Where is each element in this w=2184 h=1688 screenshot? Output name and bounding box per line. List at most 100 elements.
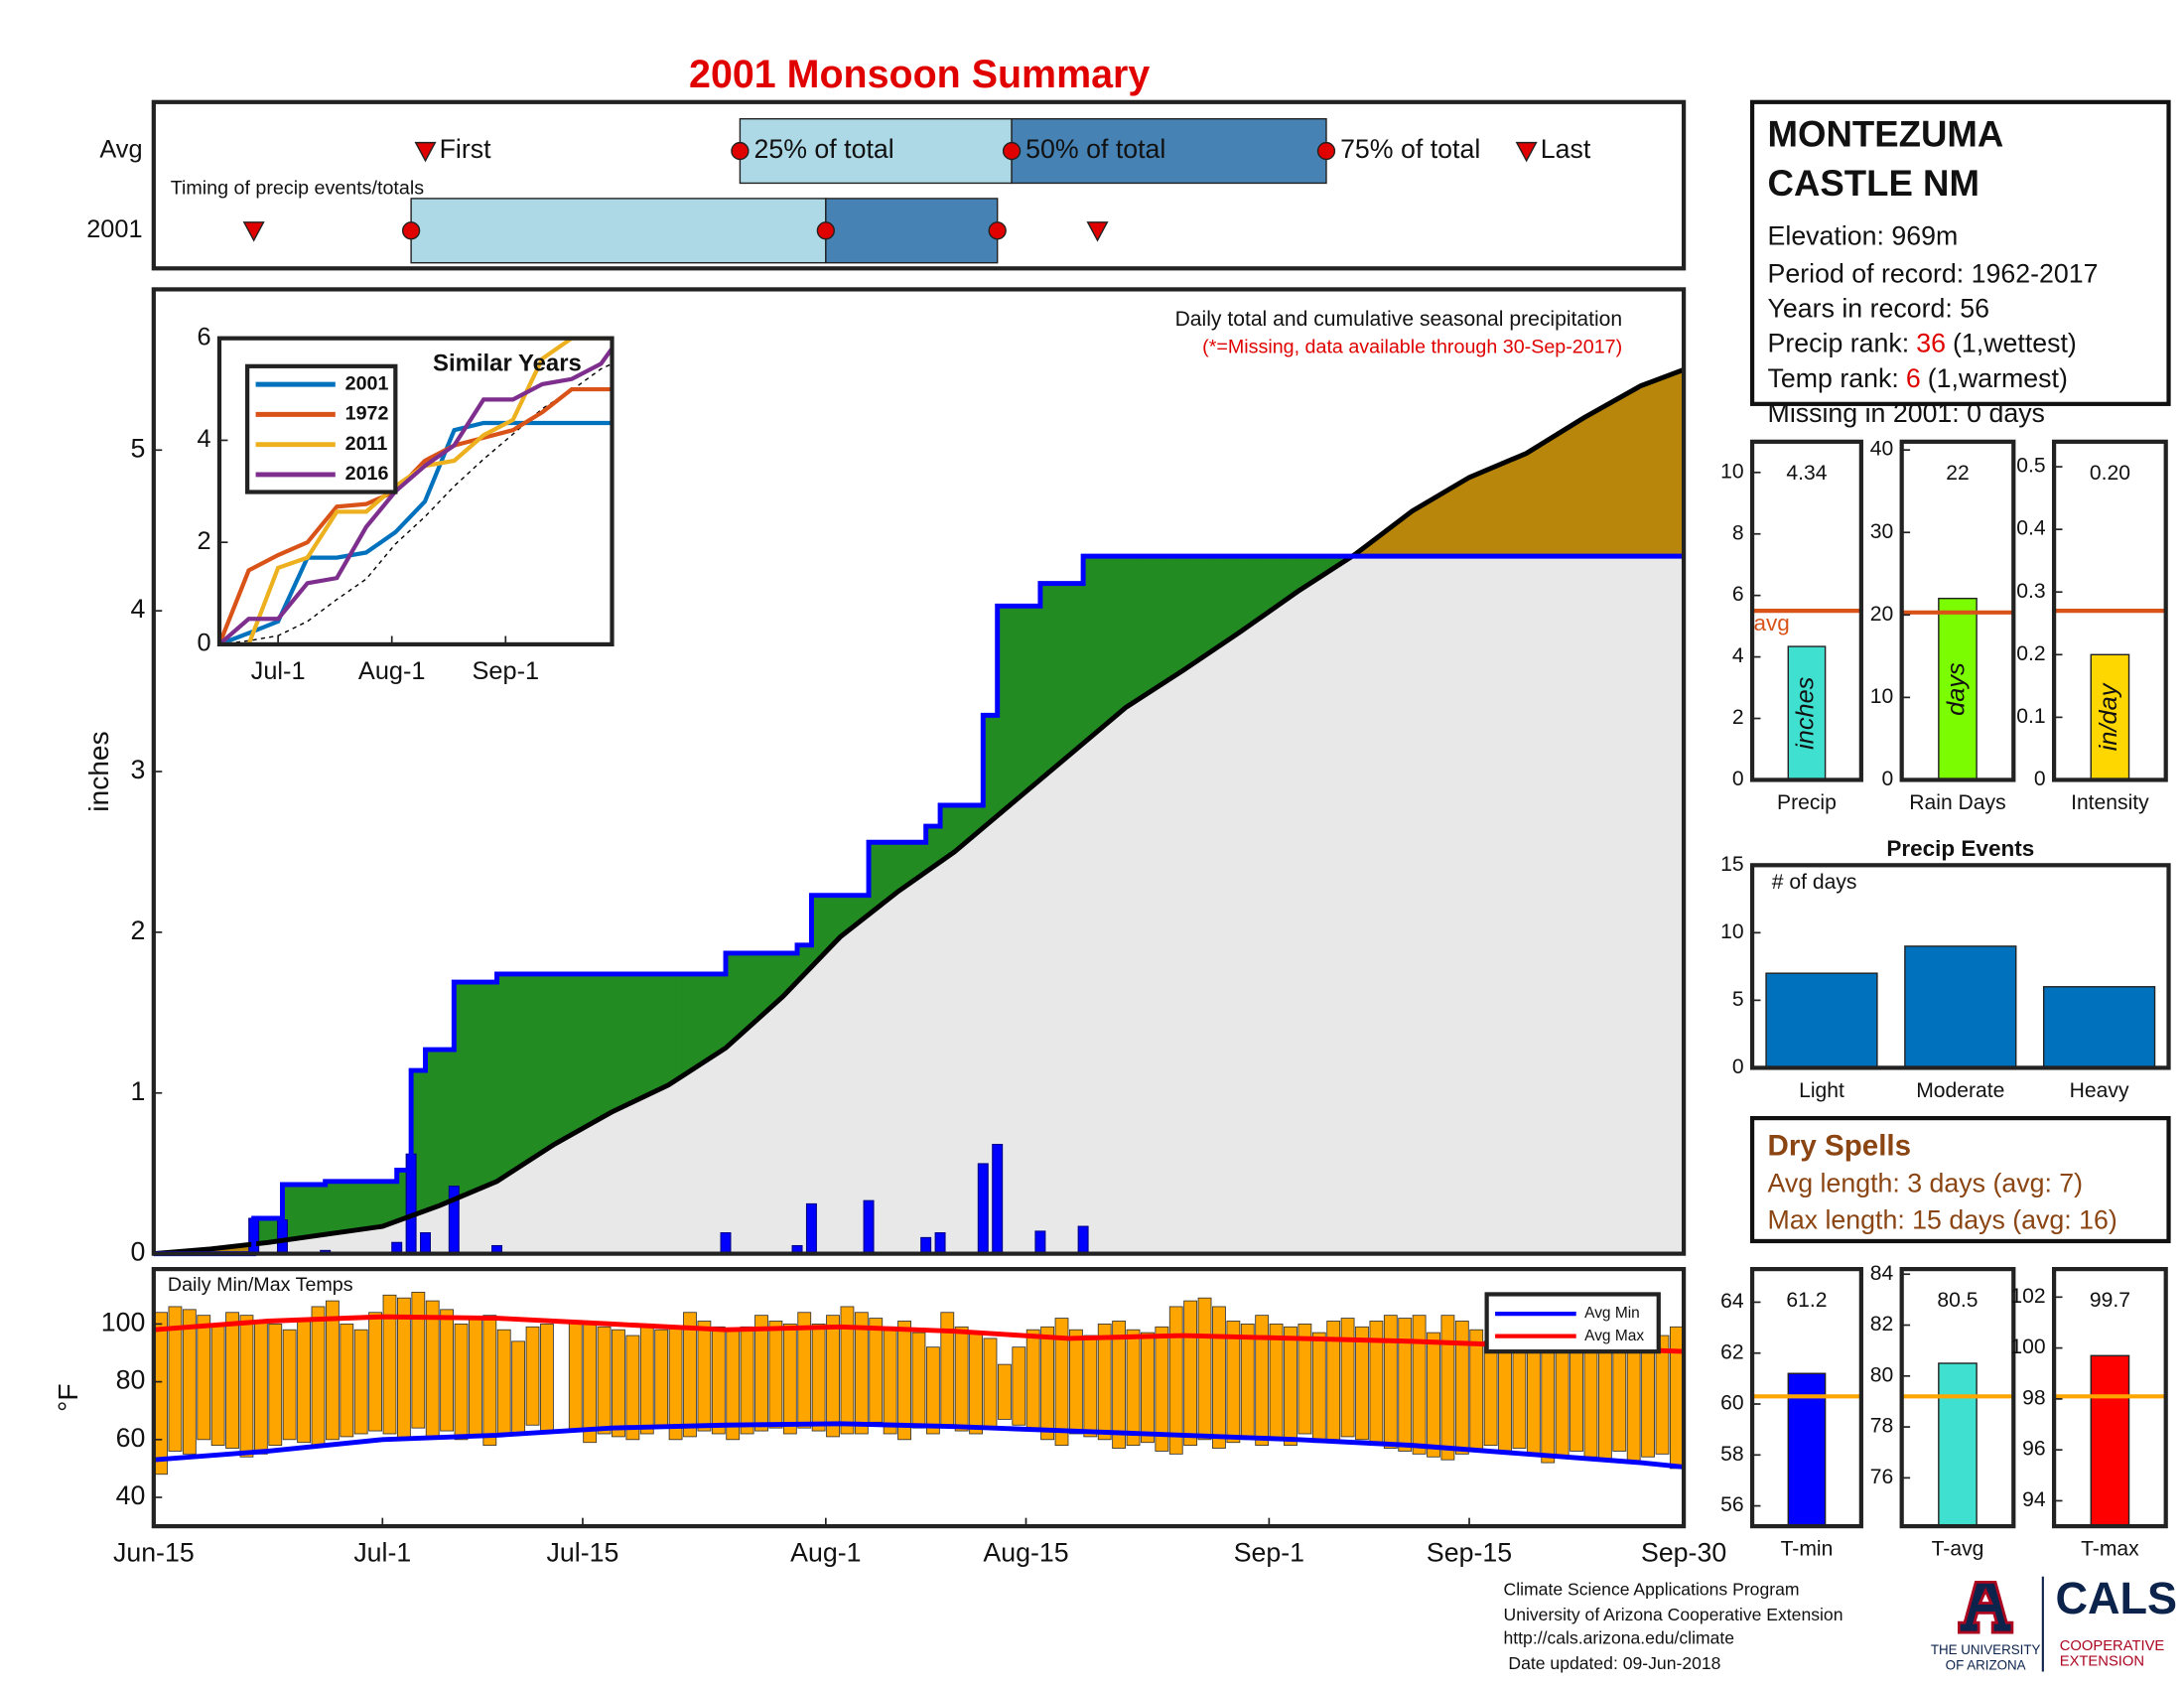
- above-average-fill: [510, 973, 519, 1171]
- below-average-fill: [1390, 524, 1399, 557]
- temp-range-bar: [911, 1332, 926, 1429]
- base-fill: [304, 1236, 312, 1254]
- daily-precip-bar: [920, 1236, 932, 1255]
- row-label: Avg: [99, 136, 142, 164]
- y-tick-label: 0.5: [2016, 455, 2045, 478]
- y-tick-label: 15: [1720, 853, 1743, 876]
- below-average-fill: [1419, 504, 1428, 557]
- temp-range-bar: [897, 1321, 911, 1441]
- below-average-fill: [239, 1245, 248, 1254]
- y-tick-label: 0: [2034, 768, 2046, 790]
- base-fill: [854, 922, 863, 1254]
- below-average-fill: [1398, 518, 1406, 557]
- above-average-fill: [911, 842, 920, 880]
- below-average-fill: [1461, 479, 1470, 557]
- base-fill: [1075, 746, 1084, 1254]
- rank-value: 6: [1906, 363, 1921, 393]
- base-fill: [468, 1192, 477, 1254]
- base-fill: [968, 836, 977, 1254]
- above-average-fill: [968, 805, 977, 837]
- temp-range-bar: [168, 1306, 183, 1452]
- temp-range-bar: [1583, 1340, 1598, 1458]
- base-fill: [617, 1107, 626, 1254]
- plot-border: [151, 1266, 1687, 1529]
- event-marker: [1086, 221, 1109, 242]
- above-average-fill: [797, 944, 805, 978]
- above-average-fill: [1140, 556, 1149, 696]
- university-logo: [1957, 1580, 2014, 1634]
- logo-text: EXTENSION: [2060, 1654, 2144, 1670]
- above-average-fill: [1226, 556, 1235, 639]
- above-average-fill: [1247, 556, 1256, 625]
- y-tick-label: 0: [1732, 1055, 1744, 1078]
- below-average-fill: [1541, 442, 1549, 557]
- footer-line: Climate Science Applications Program: [1504, 1579, 1800, 1599]
- temp-range-bar: [297, 1318, 311, 1444]
- temp-range-bar: [1069, 1329, 1083, 1435]
- below-average-fill: [1569, 424, 1577, 557]
- above-average-fill: [1126, 556, 1135, 705]
- base-fill: [1633, 556, 1642, 1254]
- temp-range-bar: [1655, 1335, 1670, 1455]
- y-tick-label: 6: [1732, 583, 1744, 606]
- base-fill: [1655, 556, 1664, 1254]
- base-fill: [1240, 629, 1249, 1254]
- base-fill: [318, 1234, 327, 1254]
- base-fill: [554, 1142, 563, 1254]
- logo-text: THE UNIVERSITY: [1931, 1642, 2041, 1657]
- above-average-fill: [561, 973, 570, 1139]
- y-tick-label: 100: [2010, 1336, 2045, 1358]
- above-average-fill: [1175, 556, 1184, 673]
- temp-range-bar: [969, 1332, 983, 1435]
- temp-range-bar: [683, 1312, 697, 1438]
- base-fill: [1061, 758, 1070, 1254]
- above-average-fill: [775, 952, 784, 1000]
- y-tick-label: 78: [1870, 1415, 1893, 1438]
- category-label: Heavy: [2070, 1079, 2129, 1102]
- above-average-fill: [1097, 556, 1106, 729]
- temp-range-bar: [1383, 1315, 1398, 1449]
- base-fill: [847, 928, 856, 1254]
- base-fill: [532, 1156, 541, 1254]
- above-average-fill: [768, 952, 777, 1007]
- x-tick-label: Sep-15: [1427, 1537, 1512, 1567]
- base-fill: [1297, 589, 1306, 1254]
- annotation: (*=Missing, data available through 30-Se…: [1202, 337, 1622, 358]
- above-average-fill: [718, 973, 727, 1051]
- above-average-fill: [869, 842, 877, 913]
- base-fill: [268, 1241, 276, 1254]
- base-fill: [1626, 556, 1635, 1254]
- base-fill: [1025, 788, 1034, 1254]
- base-fill: [1512, 556, 1521, 1254]
- base-fill: [1318, 575, 1327, 1254]
- temp-range-bar: [983, 1337, 998, 1429]
- temp-range-bar: [697, 1321, 712, 1432]
- y-tick-label: 0: [131, 1237, 146, 1267]
- above-average-fill: [861, 895, 870, 917]
- legend-box: [245, 363, 398, 494]
- above-average-fill: [1283, 556, 1292, 600]
- base-fill: [1126, 704, 1135, 1254]
- temp-range-bar: [583, 1323, 598, 1444]
- category-label: T-min: [1781, 1538, 1834, 1561]
- y-tick-label: 5: [131, 433, 146, 463]
- base-fill: [1054, 764, 1063, 1254]
- y-tick-label: 3: [131, 755, 146, 784]
- rank-label: Temp rank:: [1768, 363, 1899, 393]
- base-fill: [525, 1160, 534, 1254]
- y-tick-label: 4: [197, 425, 210, 453]
- base-fill: [1012, 800, 1020, 1254]
- base-fill: [1119, 710, 1128, 1254]
- category-label: Intensity: [2071, 791, 2149, 814]
- base-fill: [840, 933, 849, 1254]
- below-average-fill: [1576, 420, 1584, 557]
- above-average-fill: [740, 952, 749, 1033]
- y-tick-label: 80: [1870, 1363, 1893, 1386]
- dry-spells-line: Max length: 15 days (avg: 16): [1768, 1204, 2117, 1234]
- above-average-fill: [604, 973, 613, 1115]
- below-average-fill: [1640, 384, 1649, 557]
- above-average-fill: [539, 973, 548, 1152]
- below-average-fill: [1361, 546, 1370, 557]
- below-average-fill: [224, 1246, 233, 1254]
- above-average-fill: [675, 973, 684, 1078]
